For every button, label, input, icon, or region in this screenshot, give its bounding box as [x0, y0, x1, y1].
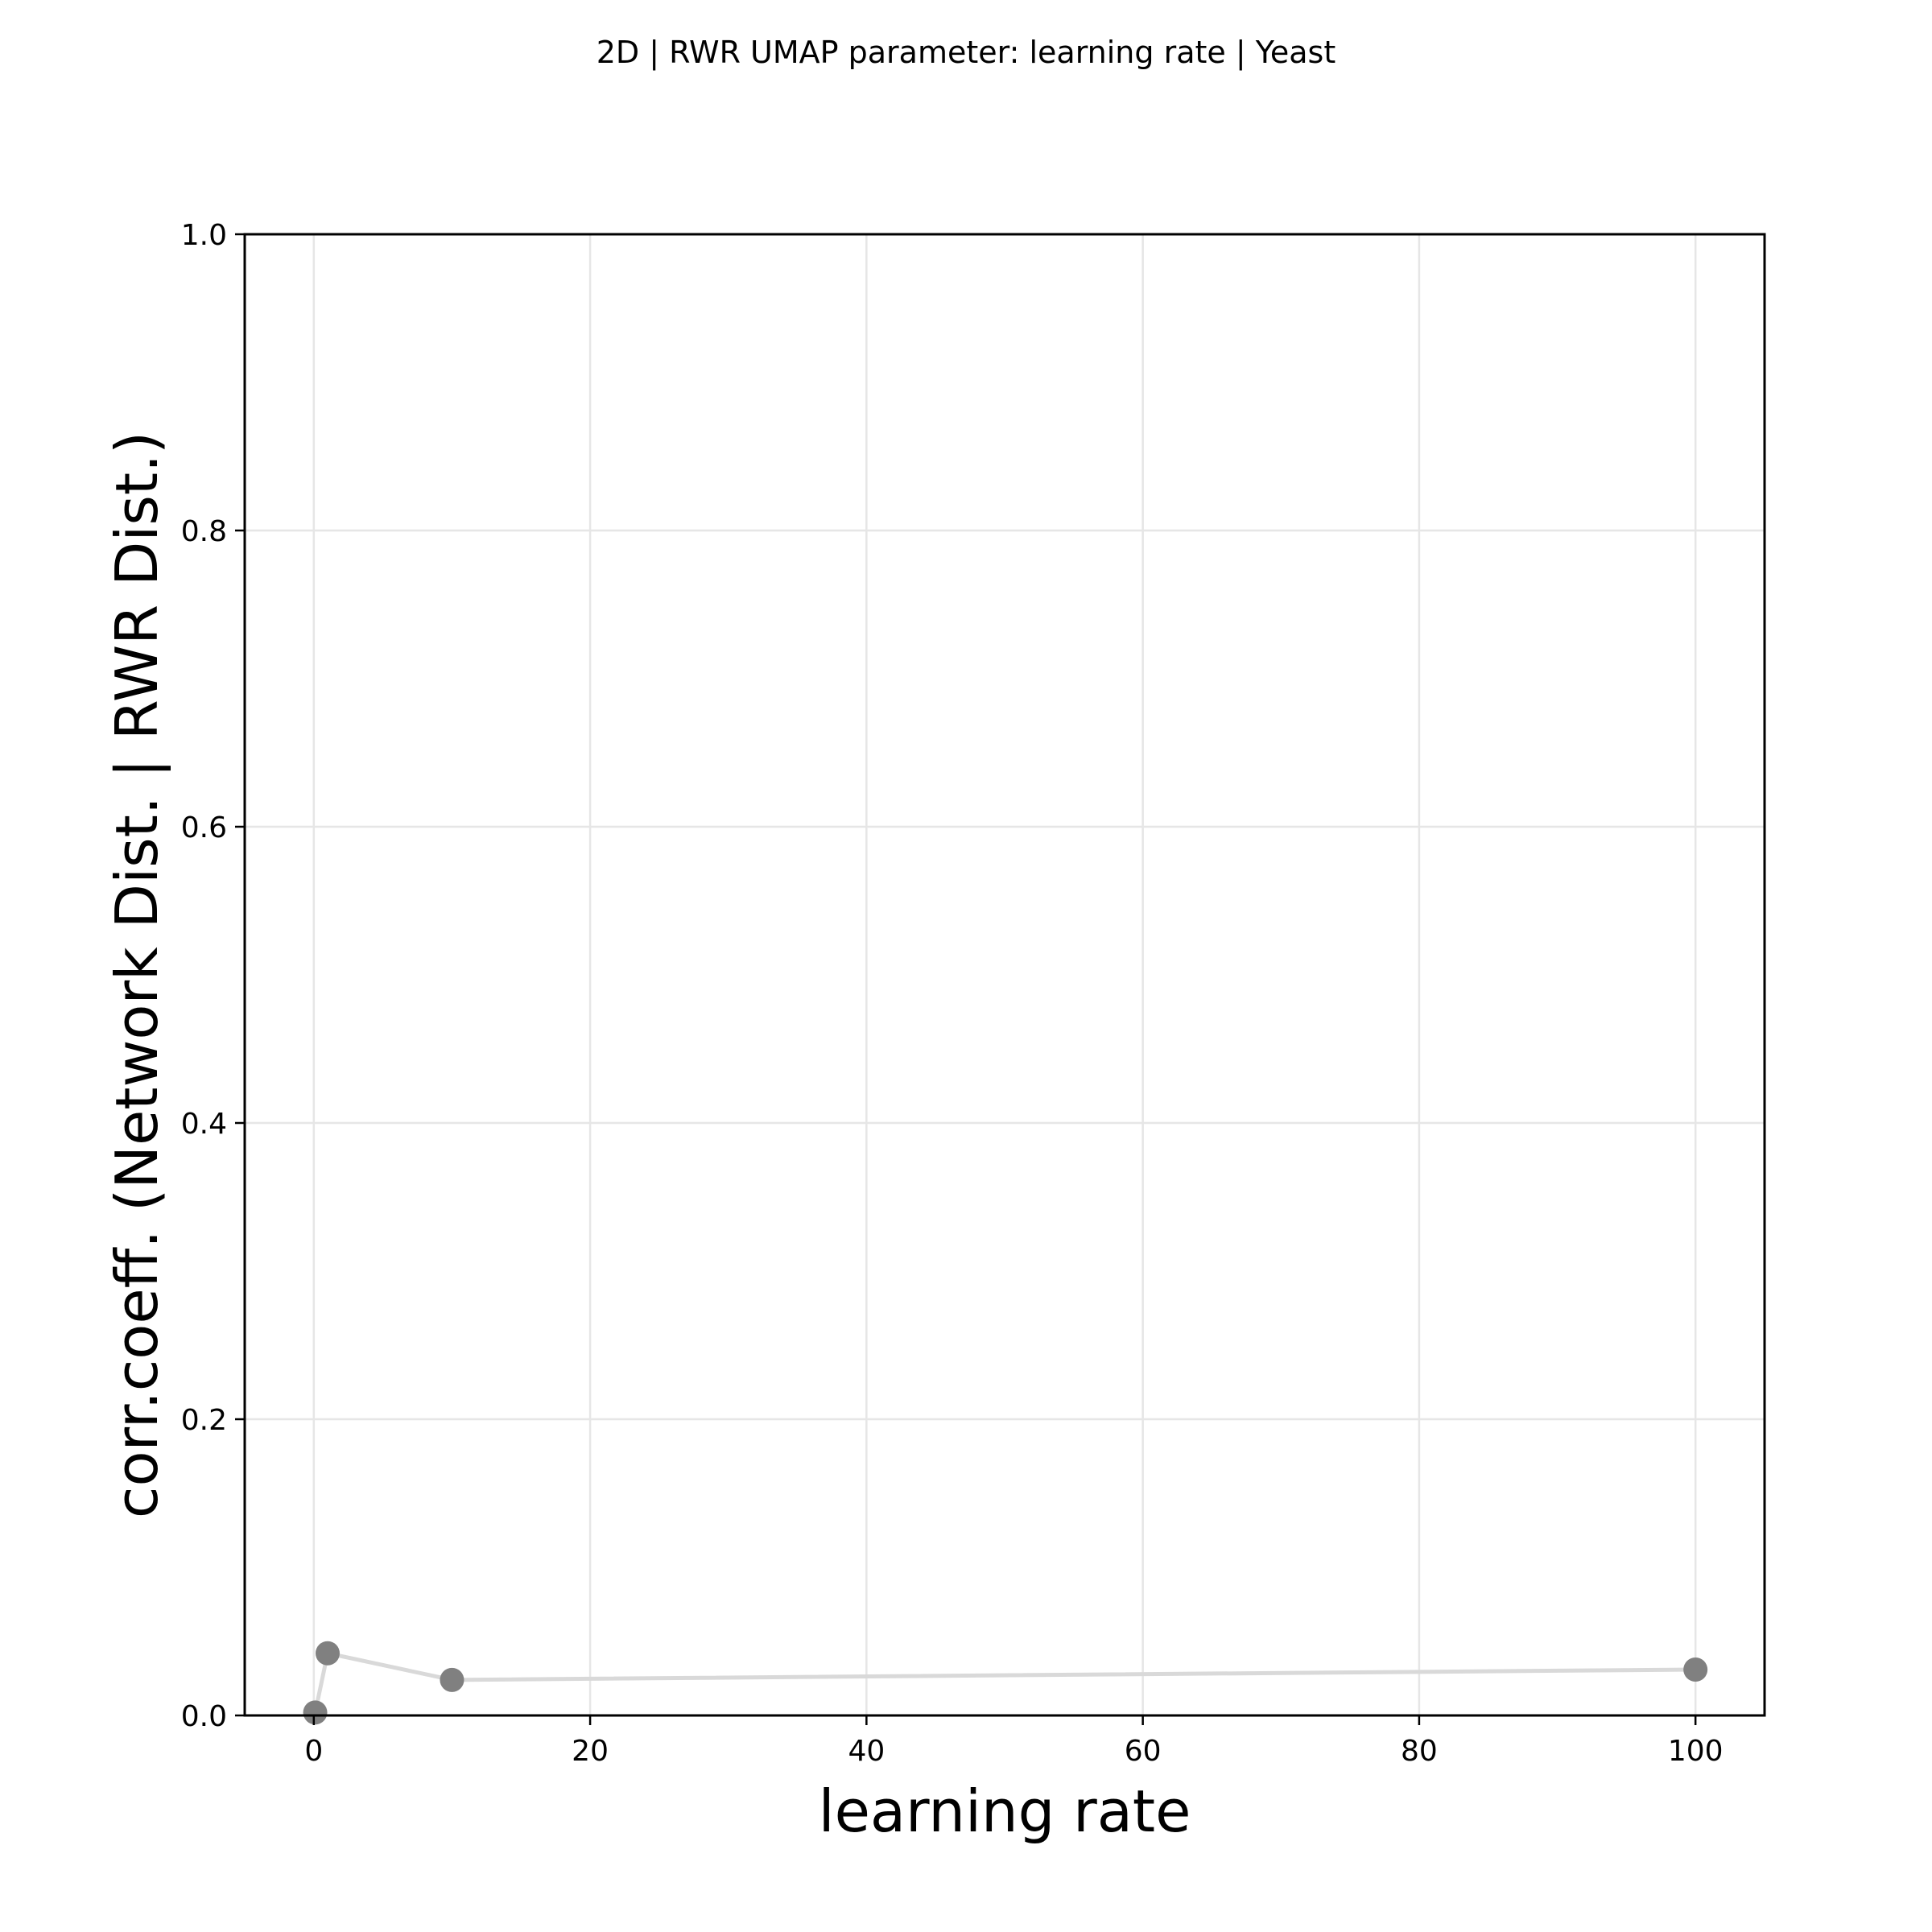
chart-title: 2D | RWR UMAP parameter: learning rate |… [597, 35, 1336, 71]
data-point [303, 1700, 328, 1725]
y-axis-title: corr.coeff. (Network Dist. | RWR Dist.) [103, 431, 171, 1518]
y-tick-label: 0.4 [181, 1108, 227, 1141]
y-tick-label: 0.2 [181, 1404, 227, 1437]
data-point [315, 1641, 340, 1666]
x-tick-label: 80 [1401, 1735, 1438, 1768]
series-layer [303, 1641, 1708, 1725]
y-tick-label: 0.8 [181, 515, 227, 548]
x-tick-label: 60 [1125, 1735, 1162, 1768]
data-point [1683, 1657, 1708, 1682]
data-point [440, 1667, 464, 1692]
plot-frame [243, 233, 1766, 1717]
x-tick-label: 40 [848, 1735, 885, 1768]
x-axis-title: learning rate [819, 1777, 1191, 1845]
grid [245, 233, 1765, 1717]
x-tick-label: 100 [1668, 1735, 1724, 1768]
x-tick-label: 20 [572, 1735, 609, 1768]
x-tick-label: 0 [304, 1735, 323, 1768]
y-tick-label: 1.0 [181, 219, 227, 252]
y-tick-label: 0.6 [181, 811, 227, 844]
series-line [313, 1651, 1698, 1715]
y-tick-label: 0.0 [181, 1700, 227, 1733]
ticks: 0 20 40 60 80 100 0.0 0.2 0.4 0.6 0.8 1.0 [181, 219, 1724, 1768]
